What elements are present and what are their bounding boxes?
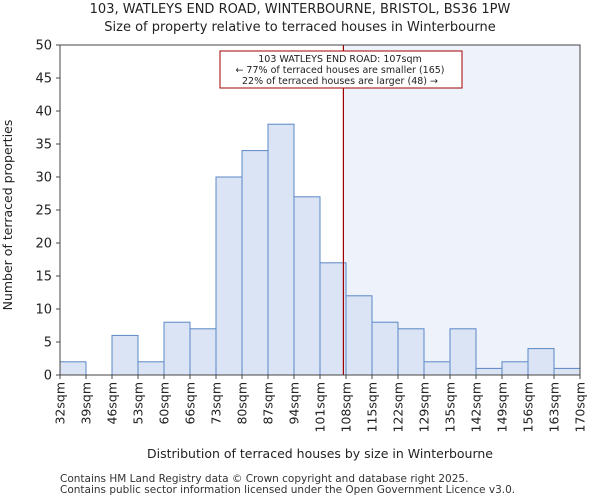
bar-129sqm — [423, 361, 451, 376]
bar-94sqm — [293, 196, 321, 376]
x-tick-label: 46sqm — [105, 382, 120, 425]
y-tick-label: 25 — [35, 204, 52, 219]
y-tick-label: 35 — [35, 138, 52, 153]
bar-32sqm — [59, 361, 87, 376]
bar-108sqm — [345, 295, 373, 376]
x-tick-label: 135sqm — [443, 382, 458, 432]
y-tick-label: 5 — [44, 336, 52, 351]
x-axis-label: Distribution of terraced houses by size … — [147, 446, 493, 461]
x-tick-label: 163sqm — [547, 382, 562, 432]
x-tick-label: 87sqm — [261, 382, 276, 425]
y-tick-label: 10 — [35, 303, 52, 318]
bar-60sqm — [163, 321, 191, 376]
y-tick-label: 50 — [35, 39, 52, 54]
x-tick-label: 80sqm — [235, 382, 250, 425]
chart-subtitle: Size of property relative to terraced ho… — [104, 20, 496, 35]
x-tick-label: 108sqm — [339, 382, 354, 432]
bar-135sqm — [449, 328, 477, 376]
x-tick-label: 149sqm — [495, 382, 510, 432]
bar-122sqm — [397, 328, 425, 376]
x-tick-label: 142sqm — [469, 382, 484, 432]
footer-copyright: Contains HM Land Registry data © Crown c… — [60, 473, 469, 485]
x-tick-label: 122sqm — [391, 382, 406, 432]
bar-87sqm — [267, 123, 295, 376]
footer-licence: Contains public sector information licen… — [60, 484, 516, 496]
x-tick-label: 129sqm — [417, 382, 432, 432]
x-tick-label: 115sqm — [365, 382, 380, 432]
annotation-box: 103 WATLEYS END ROAD: 107sqm ← 77% of te… — [219, 50, 463, 89]
annotation-line-1: 103 WATLEYS END ROAD: 107sqm — [258, 54, 422, 65]
bar-53sqm — [137, 361, 165, 376]
x-tick-label: 60sqm — [157, 382, 172, 425]
x-tick-label: 101sqm — [313, 382, 328, 432]
bar-73sqm — [215, 176, 243, 376]
x-tick-label: 156sqm — [521, 382, 536, 432]
annotation-line-3: 22% of terraced houses are larger (48) → — [242, 76, 438, 87]
bar-80sqm — [241, 150, 269, 376]
annotation-line-2: ← 77% of terraced houses are smaller (16… — [235, 65, 444, 76]
x-tick-label: 39sqm — [79, 382, 94, 425]
y-tick-label: 20 — [35, 237, 52, 252]
bar-115sqm — [371, 321, 399, 376]
y-tick-label: 0 — [44, 369, 52, 384]
bar-66sqm — [189, 328, 217, 376]
y-tick-label: 30 — [35, 171, 52, 186]
y-axis-label: Number of terraced properties — [0, 120, 15, 311]
y-tick-label: 15 — [35, 270, 52, 285]
bar-46sqm — [111, 334, 139, 376]
bar-163sqm — [553, 367, 581, 376]
y-tick-label: 45 — [35, 72, 52, 87]
bar-142sqm — [475, 367, 503, 376]
x-tick-label: 94sqm — [287, 382, 302, 425]
y-tick-label: 40 — [35, 105, 52, 120]
bar-149sqm — [501, 361, 529, 376]
larger-properties-region — [343, 45, 580, 375]
x-tick-label: 32sqm — [53, 382, 68, 425]
bar-156sqm — [527, 348, 555, 376]
bar-101sqm — [319, 262, 347, 376]
x-tick-label: 66sqm — [183, 382, 198, 425]
x-tick-label: 170sqm — [573, 382, 588, 432]
chart-title: 103, WATLEYS END ROAD, WINTERBOURNE, BRI… — [89, 2, 511, 17]
x-tick-label: 53sqm — [131, 382, 146, 425]
x-tick-label: 73sqm — [209, 382, 224, 425]
